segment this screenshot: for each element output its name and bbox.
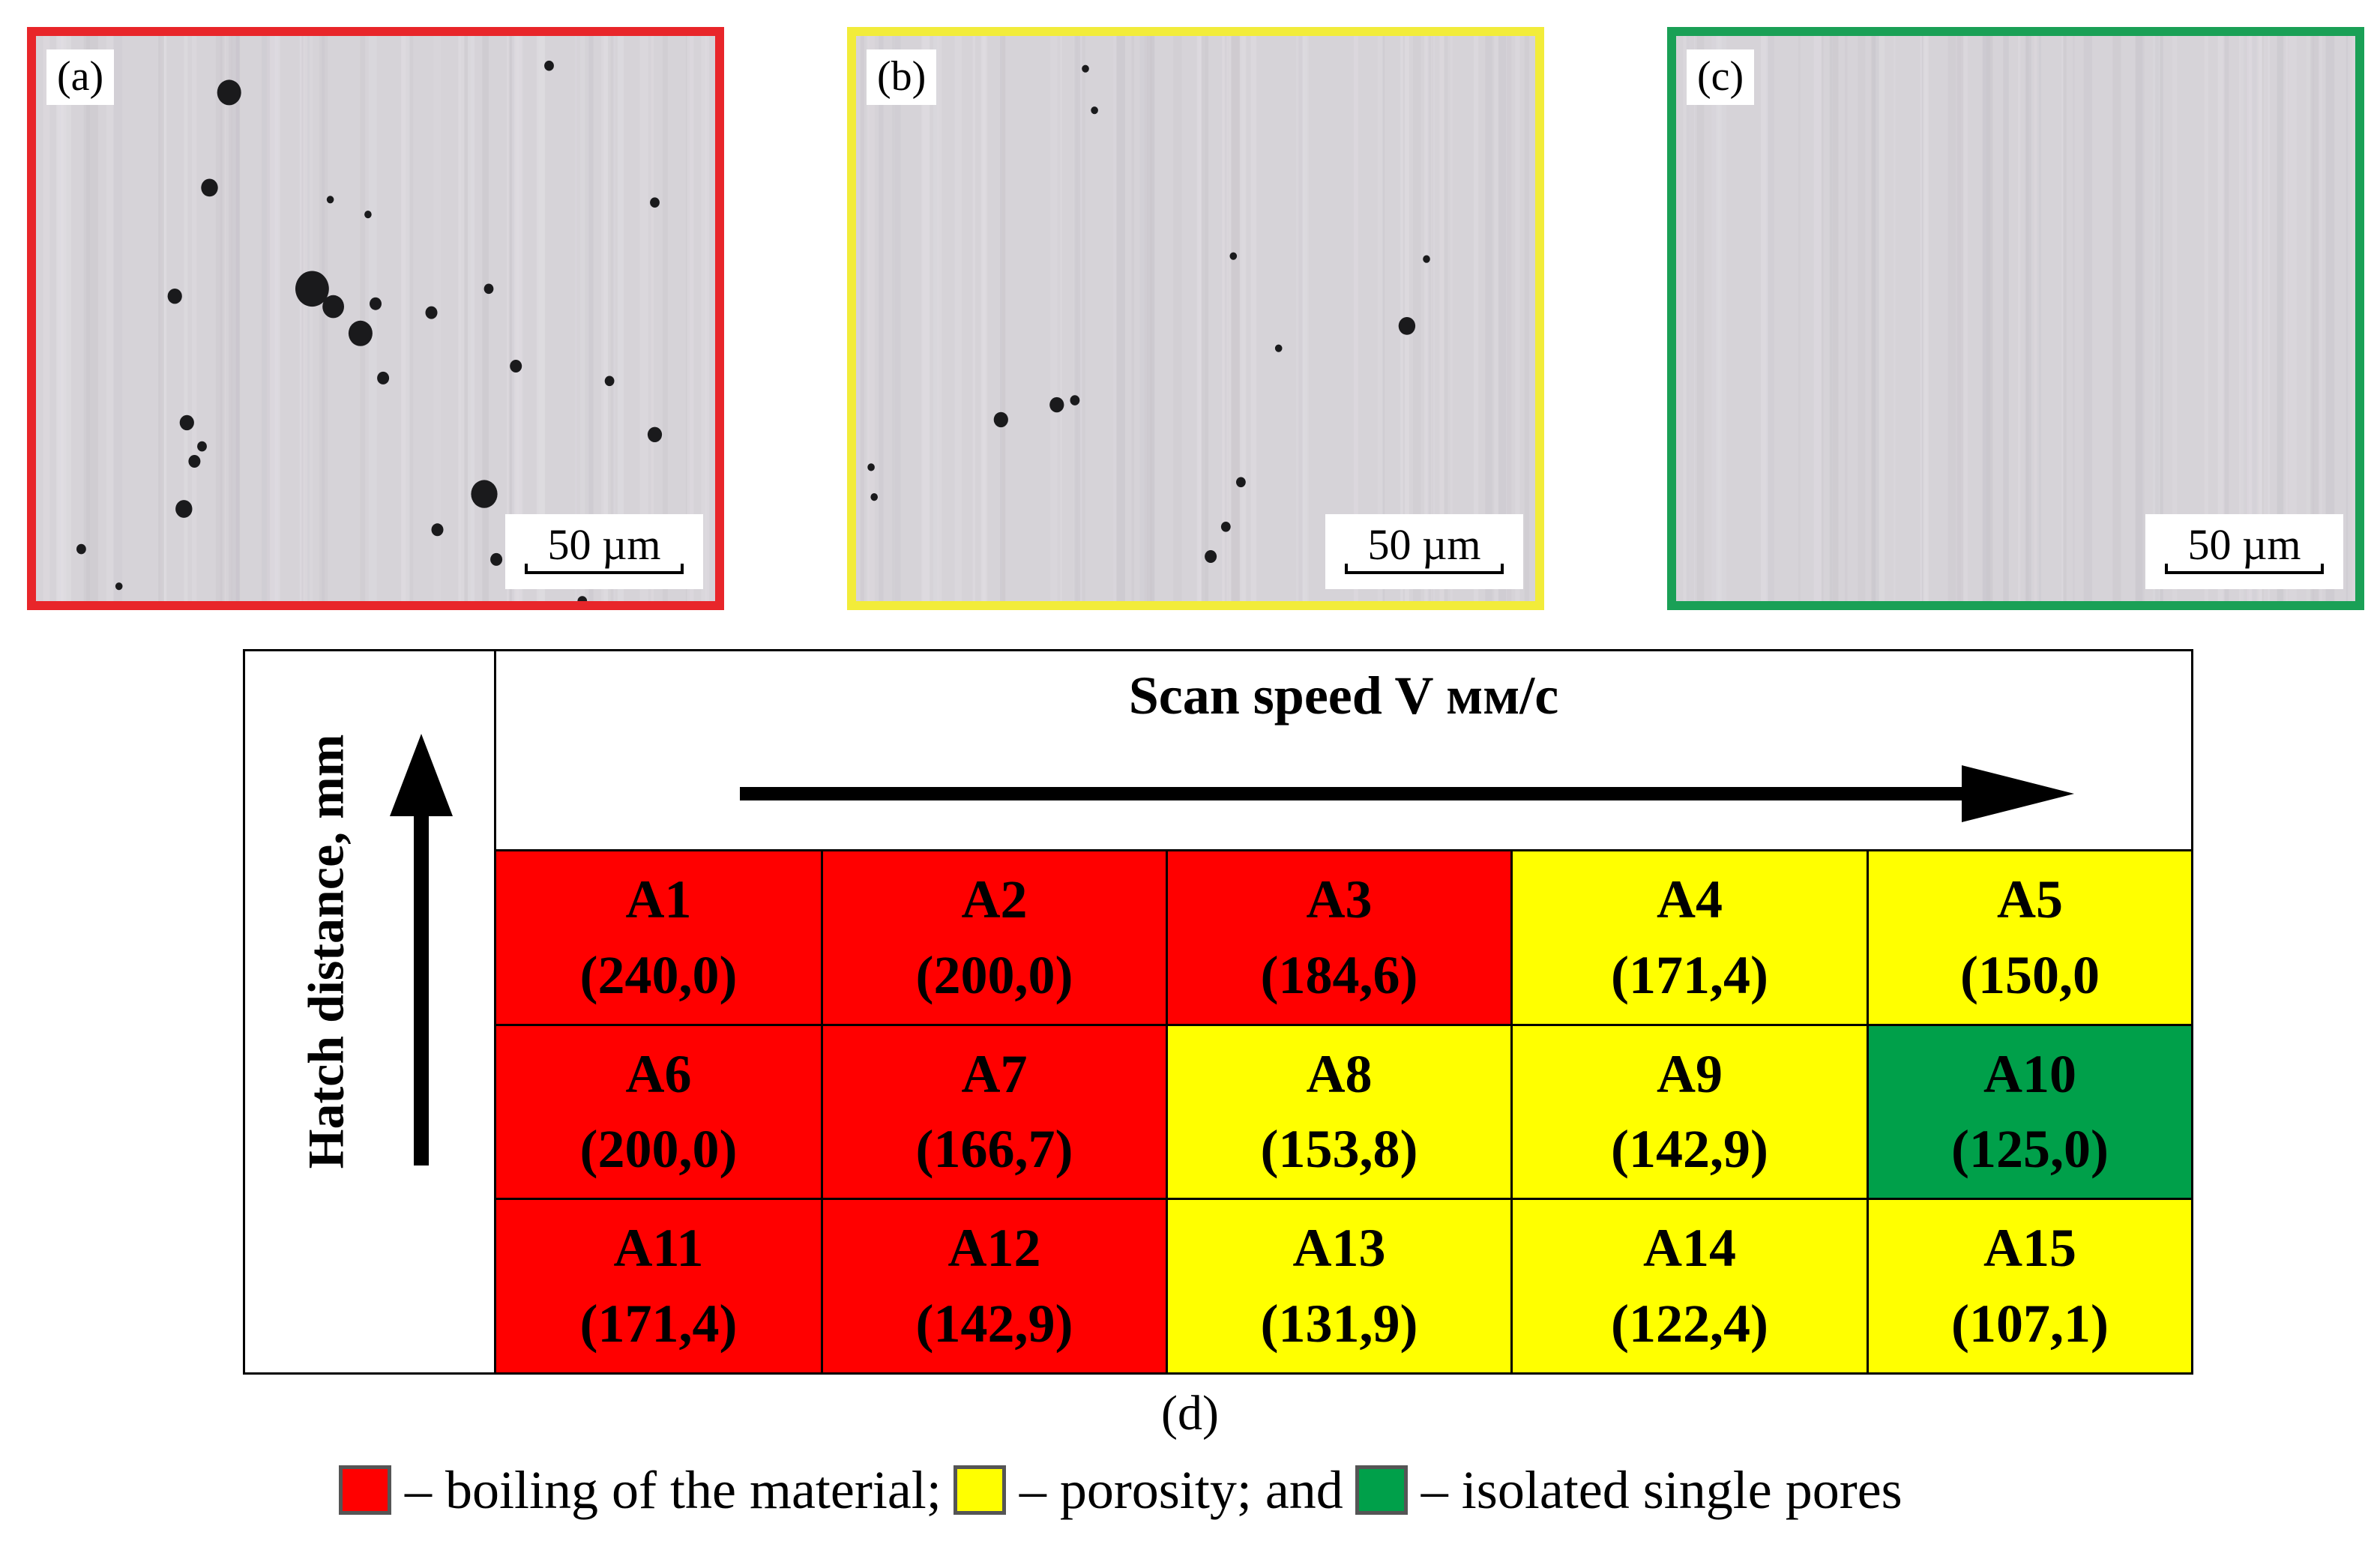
- cell-id: A2: [961, 869, 1028, 930]
- cell-id: A15: [1983, 1218, 2076, 1279]
- grid-cell-a6: A6 (200,0): [496, 1023, 821, 1198]
- cell-id: A5: [1997, 869, 2063, 930]
- micrograph-panel-a: (a) 50 µm: [27, 27, 724, 610]
- axis-divider: [494, 651, 496, 1372]
- cell-value: (150,0: [1960, 944, 2100, 1005]
- cell-value: (171,4): [1611, 944, 1768, 1005]
- micrograph-panel-b: (b) 50 µm: [847, 27, 1544, 610]
- grid-cell-a2: A2 (200,0): [821, 849, 1166, 1024]
- cell-value: (184,6): [1260, 944, 1418, 1005]
- grid-cell-a4: A4 (171,4): [1510, 849, 1867, 1024]
- cell-value: (142,9): [915, 1294, 1073, 1354]
- micrograph-image-c: [1683, 36, 2355, 601]
- cell-value: (153,8): [1260, 1119, 1418, 1180]
- grid-cell-a3: A3 (184,6): [1166, 849, 1510, 1024]
- cell-value: (200,0): [915, 944, 1073, 1005]
- cell-id: A6: [625, 1043, 692, 1104]
- scale-bar-c: 50 µm: [2145, 514, 2343, 589]
- cell-id: A11: [613, 1218, 704, 1279]
- cell-id: A14: [1643, 1218, 1736, 1279]
- cell-value: (171,4): [579, 1294, 738, 1354]
- legend-swatch-isolated: [1355, 1465, 1408, 1515]
- scale-bar-b: 50 µm: [1325, 514, 1523, 589]
- legend-text-isolated: – isolated single pores: [1421, 1459, 1903, 1520]
- arrow-up-icon: [390, 734, 453, 1165]
- scale-bar-label-a: 50 µm: [547, 520, 661, 569]
- cell-id: A8: [1306, 1043, 1373, 1104]
- cell-id: A9: [1657, 1043, 1723, 1104]
- panel-label-b: (b): [867, 49, 937, 105]
- cell-id: A10: [1983, 1043, 2076, 1104]
- cell-value: (166,7): [915, 1119, 1073, 1180]
- scan-speed-label: Scan speed V мм/с: [1128, 666, 1559, 726]
- cell-value: (125,0): [1951, 1119, 2109, 1180]
- process-window-table: Hatch distance, mm Scan speed V мм/с A1 (…: [243, 649, 2193, 1375]
- grid-cell-a15: A15 (107,1): [1867, 1198, 2191, 1372]
- figure-caption: (d): [1161, 1386, 1219, 1441]
- legend-text-boiling: – boiling of the material;: [405, 1459, 942, 1520]
- micrograph-image-a: [43, 36, 709, 601]
- cell-id: A3: [1306, 869, 1373, 930]
- hatch-distance-label: Hatch distance, mm: [297, 734, 355, 1168]
- cell-value: (200,0): [579, 1119, 738, 1180]
- cell-id: A4: [1657, 869, 1723, 930]
- grid-cell-a8: A8 (153,8): [1166, 1023, 1510, 1198]
- scale-bar-label-b: 50 µm: [1367, 520, 1481, 569]
- cell-value: (131,9): [1260, 1294, 1418, 1354]
- legend-swatch-boiling: [339, 1465, 391, 1515]
- legend: – boiling of the material; – porosity; a…: [339, 1454, 1903, 1526]
- cell-value: (107,1): [1951, 1294, 2109, 1354]
- cell-id: A12: [948, 1218, 1041, 1279]
- cell-value: (142,9): [1611, 1119, 1768, 1180]
- cell-id: A1: [625, 869, 692, 930]
- grid-cell-a14: A14 (122,4): [1510, 1198, 1867, 1372]
- grid-cell-a13: A13 (131,9): [1166, 1198, 1510, 1372]
- cell-id: A7: [961, 1043, 1028, 1104]
- cell-id: A13: [1292, 1218, 1386, 1279]
- cell-value: (240,0): [579, 944, 738, 1005]
- hatch-distance-axis: Hatch distance, mm: [245, 651, 494, 1372]
- cell-value: (122,4): [1611, 1294, 1768, 1354]
- scale-bar-a: 50 µm: [505, 514, 703, 589]
- panel-label-a: (a): [46, 49, 115, 105]
- parameter-grid: A1 (240,0) A2 (200,0) A3 (184,6) A4 (171,4) A5 (1…: [496, 849, 2191, 1372]
- grid-cell-a9: A9 (142,9): [1510, 1023, 1867, 1198]
- grid-cell-a10: A10 (125,0): [1867, 1023, 2191, 1198]
- micrograph-panel-c: (c) 50 µm: [1667, 27, 2364, 610]
- micrograph-image-b: [860, 36, 1529, 601]
- grid-cell-a11: A11 (171,4): [496, 1198, 821, 1372]
- legend-swatch-porosity: [953, 1465, 1006, 1515]
- grid-cell-a5: A5 (150,0: [1867, 849, 2191, 1024]
- grid-cell-a7: A7 (166,7): [821, 1023, 1166, 1198]
- grid-cell-a1: A1 (240,0): [496, 849, 821, 1024]
- arrow-right-icon: [740, 765, 2074, 822]
- grid-cell-a12: A12 (142,9): [821, 1198, 1166, 1372]
- scale-bar-label-c: 50 µm: [2187, 520, 2301, 569]
- panel-label-c: (c): [1687, 49, 1755, 105]
- legend-text-porosity: – porosity; and: [1019, 1459, 1343, 1520]
